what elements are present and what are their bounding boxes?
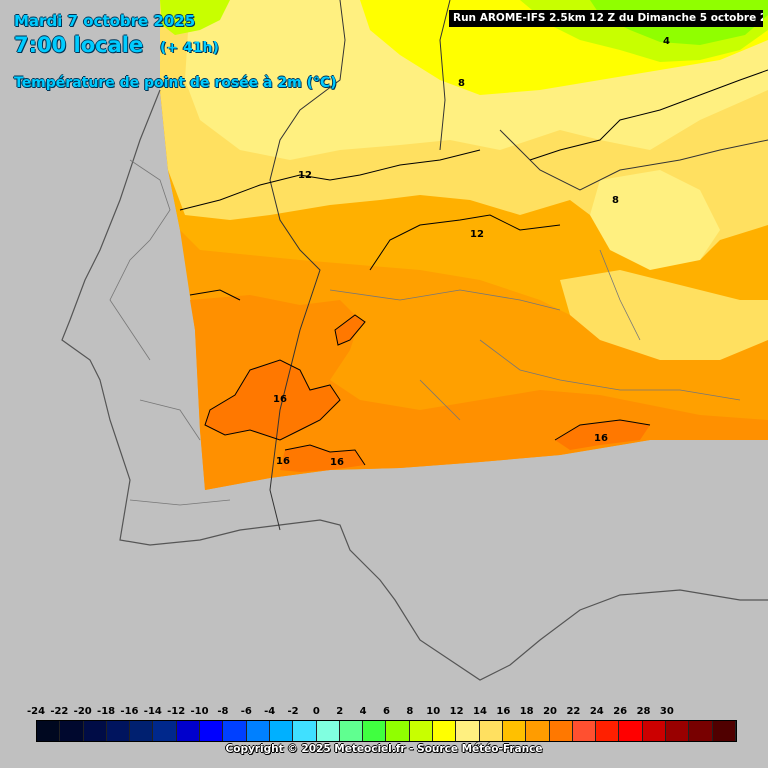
contour-label-16c: 16 [330, 457, 344, 468]
legend-label: -14 [143, 706, 162, 717]
legend-swatch [153, 721, 177, 741]
contour-label-12b: 12 [470, 229, 484, 240]
field-red-patch-2 [280, 445, 365, 472]
legend-label: 12 [449, 706, 464, 717]
legend-label: 18 [519, 706, 534, 717]
legend-swatch [712, 721, 736, 741]
region-lines [109, 159, 741, 506]
legend-swatch [479, 721, 503, 741]
field-right-yellow-patch [590, 170, 720, 270]
legend-swatch [293, 721, 317, 741]
forecast-time: 7:00 locale [14, 33, 144, 57]
legend-label: -22 [50, 706, 69, 717]
contour-label-8a: 8 [458, 78, 465, 89]
legend-swatch [130, 721, 154, 741]
legend-swatch [456, 721, 480, 741]
contour-label-12a: 12 [298, 170, 312, 181]
legend-swatch [269, 721, 294, 741]
field-red-patch-3 [555, 420, 650, 450]
contour-label-8b: 8 [612, 195, 619, 206]
legend-label: 28 [636, 706, 651, 717]
legend-label: -18 [97, 706, 116, 717]
field-red-patch-4 [335, 315, 365, 345]
legend-label: -4 [264, 706, 276, 717]
legend-swatch [176, 721, 201, 741]
legend-swatch [83, 721, 107, 741]
legend-label: 24 [589, 706, 604, 717]
legend-label: 30 [659, 706, 674, 717]
legend-label: -24 [26, 706, 46, 717]
legend-label: 0 [312, 706, 320, 717]
forecast-offset: (+ 41h) [160, 40, 219, 56]
legend-label: -10 [190, 706, 209, 717]
legend-swatch [363, 721, 387, 741]
legend-swatch [642, 721, 667, 741]
legend-label: 8 [406, 706, 414, 717]
legend-swatch [316, 721, 340, 741]
legend-label: -2 [287, 706, 299, 717]
parameter-title: Température de point de rosée à 2m (°C) [14, 75, 337, 91]
legend-swatch [60, 721, 84, 741]
field-topleft-green [160, 0, 230, 35]
legend-swatch [223, 721, 247, 741]
legend-swatch [572, 721, 597, 741]
copyright: Copyright © 2025 Meteociel.fr - Source M… [225, 743, 543, 755]
legend-swatch [619, 721, 643, 741]
coastlines [61, 89, 768, 681]
run-info-banner: Run AROME-IFS 2.5km 12 Z du Dimanche 5 o… [449, 10, 763, 27]
legend-swatch [526, 721, 550, 741]
legend-label: -20 [73, 706, 92, 717]
legend-swatch [409, 721, 434, 741]
legend-swatch [37, 721, 61, 741]
legend-swatch [106, 721, 131, 741]
legend-label: 10 [426, 706, 441, 717]
legend-label: 26 [613, 706, 628, 717]
legend-label: -12 [167, 706, 186, 717]
legend-label: -8 [217, 706, 229, 717]
borders [269, 0, 768, 531]
legend-swatch [339, 721, 364, 741]
legend-swatch [433, 721, 457, 741]
contour-label-16a: 16 [273, 394, 287, 405]
legend-label: 22 [566, 706, 581, 717]
legend-label: 2 [336, 706, 344, 717]
field-right-yellow-patch-2 [560, 270, 768, 360]
contour-label-16d: 16 [594, 433, 608, 444]
legend-label: 6 [383, 706, 390, 717]
contour-label-16b: 16 [276, 456, 290, 467]
legend-swatch [596, 721, 620, 741]
legend-label: 4 [359, 706, 367, 717]
legend-swatch [246, 721, 270, 741]
legend-label: 14 [472, 706, 487, 717]
legend-swatch [689, 721, 713, 741]
contour-label-4: 4 [663, 36, 670, 47]
legend-swatch [386, 721, 410, 741]
color-legend: -24 -22 -20 -18 -16 -14 -12 -10 -8 -6 -4 -2 0 2 4 6 8 10 1… [27, 706, 737, 742]
legend-label: 20 [543, 706, 558, 717]
legend-swatch [666, 721, 690, 741]
legend-swatch [502, 721, 527, 741]
forecast-date: Mardi 7 octobre 2025 [14, 12, 196, 30]
contours [179, 69, 768, 466]
legend-bar [36, 720, 737, 742]
legend-labels: -24 -22 -20 -18 -16 -14 -12 -10 -8 -6 -4 -2 0 2 4 6 8 10 1… [27, 706, 737, 720]
legend-label: -16 [120, 706, 139, 717]
field-red-patch-1 [205, 360, 340, 440]
legend-label: 16 [496, 706, 511, 717]
legend-swatch [549, 721, 573, 741]
legend-label: -6 [240, 706, 252, 717]
legend-swatch [200, 721, 224, 741]
